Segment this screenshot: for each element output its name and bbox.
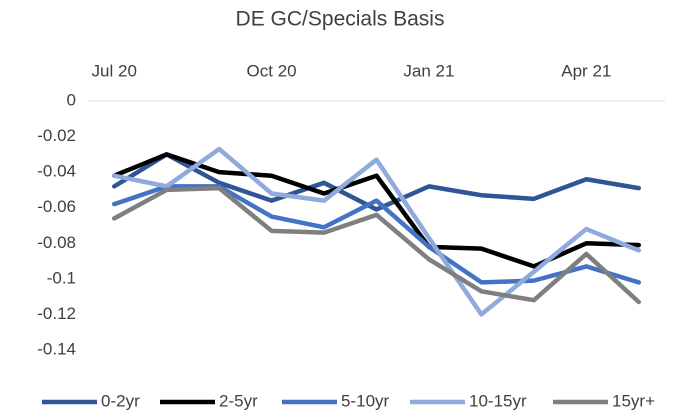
legend-label: 2-5yr: [219, 391, 258, 410]
y-tick-label: -0.1: [47, 268, 76, 287]
y-tick-label: -0.02: [37, 126, 76, 145]
y-tick-label: -0.08: [37, 233, 76, 252]
series-line: [111, 184, 642, 285]
y-tick-label: -0.14: [37, 339, 76, 358]
chart-title: DE GC/Specials Basis: [236, 8, 445, 31]
legend-label: 5-10yr: [341, 391, 390, 410]
series-line: [111, 185, 642, 305]
legend-label: 15yr+: [612, 391, 655, 410]
x-tick-label: Jul 20: [92, 61, 137, 80]
y-tick-label: 0: [67, 90, 76, 109]
x-tick-label: Apr 21: [561, 61, 611, 80]
series-line: [111, 152, 642, 212]
legend-label: 0-2yr: [101, 391, 140, 410]
y-tick-label: -0.12: [37, 304, 76, 323]
y-tick-label: -0.04: [37, 162, 76, 181]
y-tick-label: -0.06: [37, 197, 76, 216]
x-tick-label: Oct 20: [247, 61, 297, 80]
series-line: [111, 146, 642, 317]
legend-label: 10-15yr: [469, 391, 527, 410]
x-tick-label: Jan 21: [403, 61, 454, 80]
